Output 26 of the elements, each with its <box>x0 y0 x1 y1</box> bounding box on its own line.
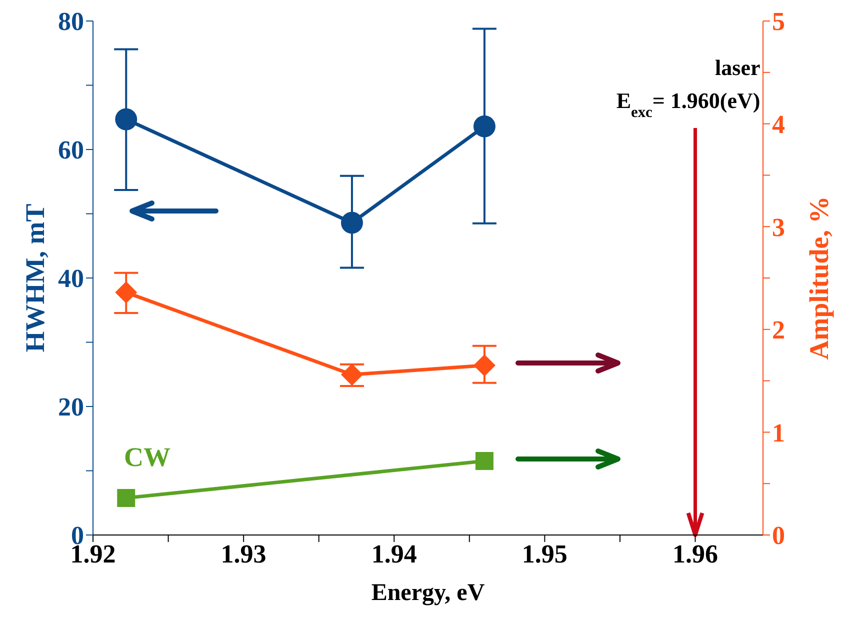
x-axis-title: Energy, eV <box>371 580 486 606</box>
y2-axis-title: Amplitude, % <box>804 196 834 360</box>
point <box>340 212 363 234</box>
y-tick-label: 40 <box>58 264 84 294</box>
y-tick-label: 60 <box>58 136 84 165</box>
y2-tick-label: 5 <box>772 7 785 36</box>
x-tick-label: 1.96 <box>672 539 718 568</box>
point <box>473 115 496 138</box>
x-tick-label: 1.95 <box>522 539 568 568</box>
series-label: CW <box>124 442 170 472</box>
point <box>115 281 138 304</box>
point <box>475 452 494 470</box>
point <box>473 354 496 376</box>
x-tick-label: 1.94 <box>371 539 417 568</box>
y2-tick-label: 1 <box>772 418 785 448</box>
x-tick-label: 1.93 <box>220 539 266 568</box>
y2-tick-label: 0 <box>772 521 785 550</box>
y2-tick-label: 4 <box>772 110 785 140</box>
point <box>115 108 138 130</box>
y2-tick-label: 2 <box>772 316 785 345</box>
text: laser E$_{exc}$= 1.960(eV) <box>616 55 760 120</box>
y-tick-label: 80 <box>58 7 84 36</box>
point <box>117 488 136 507</box>
y-tick-label: 20 <box>58 392 84 422</box>
y2-tick-label: 3 <box>772 212 785 242</box>
y-axis-title: HWHM, mT <box>20 204 50 352</box>
